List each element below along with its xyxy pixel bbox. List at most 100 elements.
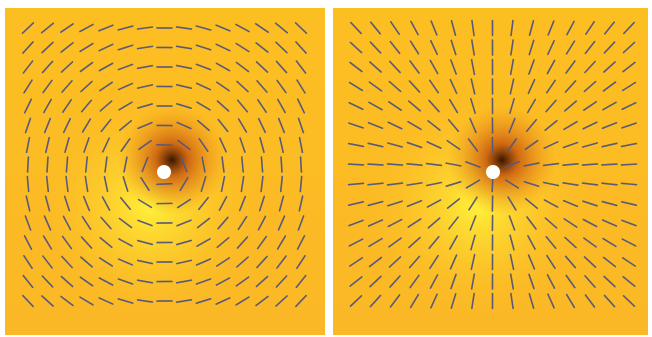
director-segment	[506, 138, 518, 152]
director-segment	[99, 100, 113, 112]
director-segment	[65, 175, 69, 193]
director-segment	[117, 44, 134, 51]
director-segment	[621, 122, 637, 129]
director-segment	[257, 215, 267, 231]
director-segment	[80, 256, 93, 268]
director-segment	[81, 118, 92, 133]
director-segment	[563, 120, 578, 131]
director-segment	[406, 199, 423, 208]
director-segment	[620, 142, 638, 148]
director-segment	[542, 181, 560, 187]
director-segment	[43, 98, 52, 114]
defect-core	[157, 165, 171, 179]
director-segment	[429, 274, 439, 289]
director-segment	[298, 195, 304, 212]
director-segment	[220, 175, 226, 193]
director-segment	[118, 217, 133, 229]
director-segment	[469, 215, 477, 231]
director-segment	[509, 97, 515, 115]
director-segment	[386, 142, 404, 148]
director-segment	[260, 156, 264, 173]
right-panel	[333, 8, 648, 335]
director-segment	[389, 275, 401, 288]
director-segment	[563, 100, 578, 112]
director-segment	[175, 83, 193, 90]
director-segment	[256, 255, 268, 269]
director-segment	[41, 295, 54, 307]
director-segment	[523, 162, 540, 167]
director-segment	[545, 99, 557, 113]
director-segment	[61, 255, 73, 269]
director-segment	[42, 79, 53, 94]
director-segment	[622, 61, 636, 73]
director-segment	[62, 215, 72, 231]
director-segment	[582, 100, 598, 112]
director-segment	[60, 42, 74, 53]
director-segment	[255, 42, 269, 53]
director-segment	[103, 175, 109, 193]
director-segment	[201, 156, 206, 173]
director-segment	[349, 61, 363, 73]
left-panel	[5, 8, 325, 335]
director-segment	[98, 81, 114, 92]
director-segment	[240, 156, 245, 173]
director-segment	[584, 294, 596, 308]
director-field	[347, 19, 638, 310]
director-segment	[621, 81, 637, 92]
director-segment	[46, 156, 49, 173]
director-segment	[180, 156, 188, 173]
director-segment	[79, 23, 94, 33]
director-segment	[276, 79, 287, 94]
director-segment	[104, 156, 108, 173]
director-segment	[280, 156, 283, 173]
director-segment	[136, 84, 154, 89]
director-segment	[296, 98, 306, 114]
director-segment	[528, 293, 535, 309]
director-segment	[236, 80, 249, 93]
director-segment	[277, 117, 286, 134]
director-segment	[581, 182, 599, 186]
director-segment	[239, 137, 246, 153]
director-segment	[117, 82, 134, 91]
director-segment	[542, 162, 560, 167]
director-segment	[527, 235, 536, 250]
director-segment	[196, 217, 211, 229]
director-segment	[294, 22, 308, 34]
director-segment	[348, 257, 364, 267]
director-segment	[349, 276, 363, 287]
director-segment	[215, 24, 231, 32]
director-segment	[61, 98, 73, 114]
director-segment	[61, 80, 73, 93]
director-segment	[388, 237, 402, 248]
director-segment	[546, 254, 556, 270]
director-segment	[23, 235, 33, 250]
director-segment	[524, 139, 539, 151]
director-segment	[509, 234, 515, 251]
director-segment	[297, 215, 305, 231]
director-segment	[389, 60, 401, 74]
director-segment	[43, 215, 52, 231]
director-segment	[409, 274, 420, 289]
director-segment	[546, 59, 556, 75]
director-segment	[136, 64, 154, 70]
director-segment	[565, 60, 576, 74]
director-segment	[509, 273, 515, 290]
director-segment	[386, 163, 404, 166]
director-segment	[275, 295, 288, 307]
director-segment	[26, 156, 30, 173]
director-segment	[449, 235, 458, 250]
director-segment	[195, 25, 212, 31]
director-segment	[584, 60, 596, 74]
director-segment	[60, 275, 74, 288]
director-segment	[471, 39, 475, 56]
director-segment	[544, 120, 558, 131]
director-segment	[83, 137, 90, 153]
director-segment	[409, 40, 420, 55]
director-segment	[298, 136, 304, 154]
director-segment	[544, 217, 558, 229]
director-segment	[445, 162, 462, 167]
director-segment	[547, 39, 555, 56]
director-segment	[216, 236, 230, 249]
director-segment	[60, 61, 74, 73]
